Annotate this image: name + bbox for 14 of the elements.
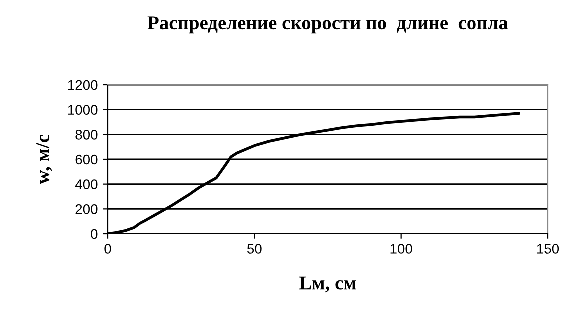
x-tick-label: 0 <box>104 244 112 254</box>
y-tick-label: 0 <box>91 229 98 240</box>
x-tick-label: 100 <box>390 244 412 254</box>
y-tick-label: 1200 <box>68 80 98 90</box>
x-tick-label: 150 <box>537 244 560 254</box>
y-axis-title: w, м/с <box>36 135 52 184</box>
chart-title: Распределение скорости по длине сопла <box>148 16 508 34</box>
y-tick-label: 200 <box>76 204 98 214</box>
x-axis-title: Lм, см <box>299 276 356 293</box>
y-tick-label: 800 <box>76 130 98 140</box>
x-tick-label: 50 <box>248 244 262 254</box>
y-tick-label: 1000 <box>68 105 98 116</box>
y-tick-label: 600 <box>76 154 98 165</box>
y-tick-label: 400 <box>75 180 98 190</box>
